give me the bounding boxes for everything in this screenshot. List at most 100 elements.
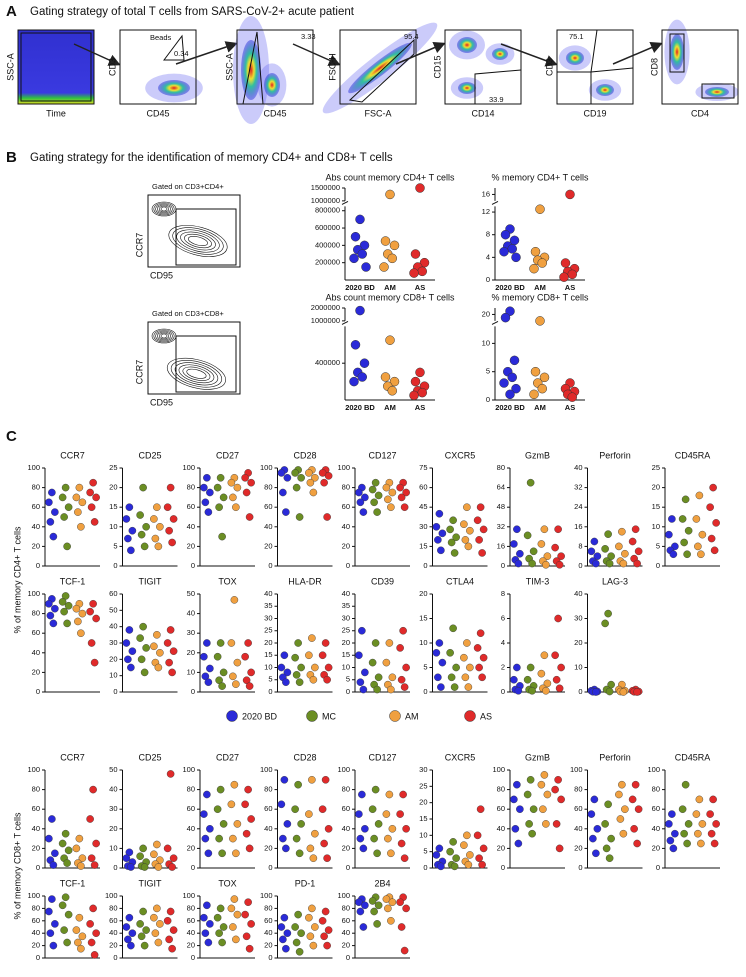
y-tick-label: 80 xyxy=(32,483,40,492)
dot xyxy=(139,844,147,853)
dot xyxy=(539,372,550,383)
dot xyxy=(204,849,213,858)
dot xyxy=(321,776,330,784)
dot xyxy=(464,860,473,869)
plot-border xyxy=(236,29,314,105)
dot xyxy=(631,780,640,789)
dot xyxy=(201,834,210,843)
dot xyxy=(219,923,228,931)
dot xyxy=(151,929,160,938)
dot xyxy=(305,913,313,922)
y-tick-label: 400000 xyxy=(315,358,340,367)
y-tick-label: 100 xyxy=(337,463,350,472)
y-tick-label: 80 xyxy=(342,483,350,492)
y-tick-label: 10 xyxy=(482,338,490,347)
dot xyxy=(516,549,524,558)
dot xyxy=(698,530,707,539)
dot xyxy=(277,663,286,672)
dot xyxy=(206,920,214,928)
contour xyxy=(174,362,219,386)
axis-break xyxy=(491,320,499,325)
dot xyxy=(384,834,392,843)
y-tick-label: 80 xyxy=(187,785,195,794)
y-tick-label: 20 xyxy=(109,824,117,833)
dot xyxy=(203,639,211,647)
dot xyxy=(219,493,228,502)
dot xyxy=(449,838,457,846)
dot xyxy=(590,795,599,804)
y-tick-label: 40 xyxy=(574,589,582,598)
contour xyxy=(157,204,171,214)
y-tick-label: 100 xyxy=(260,765,273,774)
dot xyxy=(712,820,720,828)
dot xyxy=(616,815,625,823)
dot xyxy=(125,626,134,634)
dot xyxy=(282,844,290,853)
dot xyxy=(371,639,380,647)
y-tick-label: 0 xyxy=(191,561,195,570)
dot xyxy=(589,834,597,843)
dot xyxy=(593,552,602,561)
dot xyxy=(60,513,68,521)
dot xyxy=(232,849,240,858)
legend-label: 2020 BD xyxy=(242,711,278,721)
y-tick-label: 100 xyxy=(260,463,273,472)
dot xyxy=(666,836,675,845)
density-core xyxy=(458,82,476,94)
dot xyxy=(438,529,447,538)
y-tick-label: 60 xyxy=(187,916,195,925)
chart-title: GzmB xyxy=(525,450,550,460)
y-tick-label: 20 xyxy=(32,667,40,676)
dot xyxy=(694,829,702,838)
y-tick-label: 0 xyxy=(578,863,582,872)
y-tick-label: 1000000 xyxy=(311,196,340,205)
density-core xyxy=(264,73,280,97)
y-tick-label: 8 xyxy=(486,230,490,239)
dot xyxy=(402,904,410,913)
y-tick-label: 40 xyxy=(342,928,350,937)
y-axis-label: CD3 xyxy=(544,58,554,76)
dot xyxy=(72,493,81,502)
dot xyxy=(309,941,318,950)
dot xyxy=(77,944,85,953)
dot xyxy=(371,478,380,487)
dot xyxy=(203,473,211,482)
dot xyxy=(567,392,577,402)
dot xyxy=(709,483,717,492)
dot xyxy=(233,910,242,919)
y-axis-label: CD15 xyxy=(432,55,442,78)
y-tick-label: 0 xyxy=(113,687,117,696)
dot xyxy=(280,776,289,784)
dot xyxy=(142,523,150,531)
dot xyxy=(475,536,483,544)
dot xyxy=(447,673,456,682)
dot xyxy=(604,800,612,809)
contour xyxy=(151,201,177,217)
y-axis-label: CD3 xyxy=(107,58,117,76)
dot xyxy=(89,785,97,794)
dot xyxy=(706,810,714,818)
dot xyxy=(356,498,365,507)
dot xyxy=(678,805,687,814)
dot xyxy=(601,619,609,628)
dot xyxy=(75,483,84,492)
dot xyxy=(438,658,447,667)
dot xyxy=(387,849,395,858)
gate xyxy=(348,38,415,103)
dot xyxy=(683,550,691,559)
y-tick-label: 48 xyxy=(497,502,505,511)
dot xyxy=(247,815,255,823)
dot xyxy=(437,862,445,871)
dot xyxy=(230,596,239,604)
y-tick-label: 80 xyxy=(32,903,40,912)
gate xyxy=(669,33,685,73)
arrow xyxy=(73,43,121,66)
contour xyxy=(158,205,170,213)
dot xyxy=(216,904,225,913)
y-tick-label: 25 xyxy=(652,463,660,472)
dot xyxy=(230,780,239,789)
dot xyxy=(90,518,99,526)
density-core xyxy=(158,80,190,96)
dot xyxy=(415,367,425,378)
y-tick-label: 0 xyxy=(656,561,660,570)
